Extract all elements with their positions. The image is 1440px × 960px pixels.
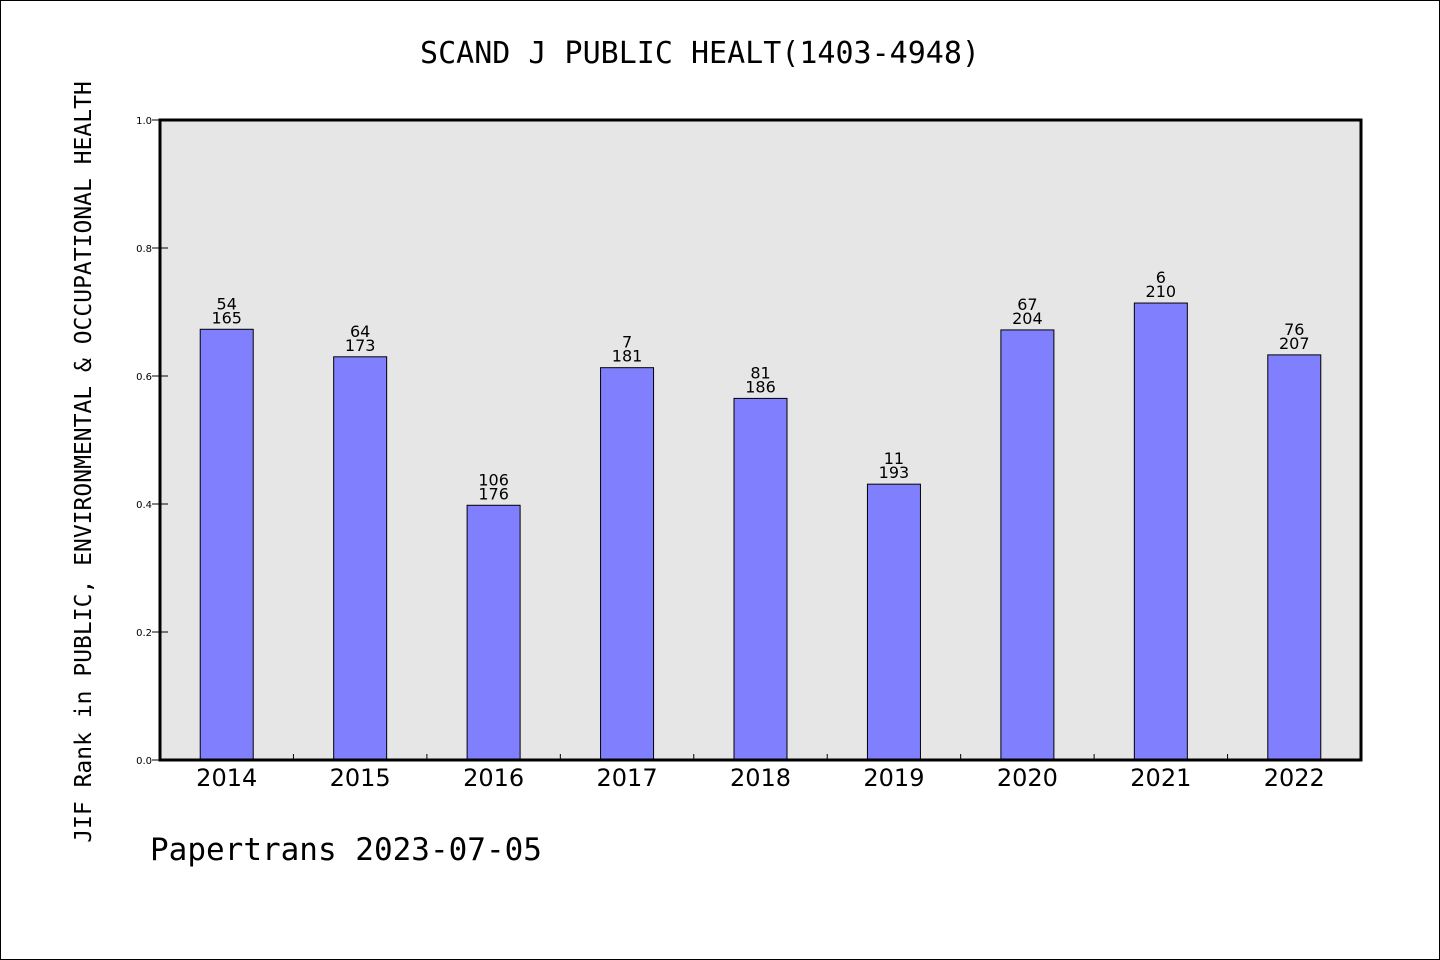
bar-label-total: 165: [211, 308, 242, 327]
bar-label-rank: 54: [217, 294, 237, 313]
y-tick-label: 0.8: [136, 244, 152, 255]
bar: [866, 483, 921, 761]
bar: [466, 504, 521, 761]
bar-label-rank: 64: [350, 322, 370, 341]
x-tick-label: 2014: [196, 764, 257, 792]
x-tick-label: 2016: [463, 764, 524, 792]
footer-credit: Papertrans 2023-07-05: [150, 832, 542, 868]
bar: [1133, 302, 1188, 761]
bar-label-total: 210: [1146, 282, 1177, 301]
bar: [199, 328, 254, 761]
x-tick-label: 2015: [330, 764, 391, 792]
bar-label-rank: 7: [622, 333, 632, 352]
bar-label-total: 204: [1012, 309, 1043, 328]
bar: [1267, 354, 1322, 761]
bar-label-rank: 76: [1284, 320, 1304, 339]
bar-label-total: 176: [478, 484, 509, 503]
bar-label-rank: 81: [750, 363, 770, 382]
plot-border: [158, 118, 1363, 762]
y-tick-label: 0.0: [136, 756, 152, 767]
x-tick-label: 2020: [997, 764, 1058, 792]
bar-label-total: 207: [1279, 334, 1310, 353]
x-tick-label: 2017: [597, 764, 658, 792]
bar-label-total: 193: [879, 463, 910, 482]
bar-label-rank: 6: [1156, 268, 1166, 287]
y-tick-label: 0.6: [136, 372, 152, 383]
bar: [333, 356, 388, 761]
x-tick-label: 2021: [1130, 764, 1191, 792]
bar-label-total: 173: [345, 336, 376, 355]
x-tick-label: 2019: [863, 764, 924, 792]
x-tick-label: 2022: [1264, 764, 1325, 792]
bar-label-rank: 11: [884, 449, 904, 468]
y-tick-label: 0.4: [136, 500, 152, 511]
bar: [733, 397, 788, 761]
y-tick-label: 1.0: [136, 116, 152, 127]
bar-label-rank: 106: [478, 470, 509, 489]
bar: [1000, 329, 1055, 761]
bar-label-total: 186: [745, 377, 776, 396]
y-tick-label: 0.2: [136, 628, 152, 639]
bar: [600, 367, 655, 761]
chart-title: SCAND J PUBLIC HEALT(1403-4948): [420, 36, 980, 71]
x-tick-label: 2018: [730, 764, 791, 792]
bar-label-rank: 67: [1017, 295, 1037, 314]
bar-label-total: 181: [612, 347, 643, 366]
